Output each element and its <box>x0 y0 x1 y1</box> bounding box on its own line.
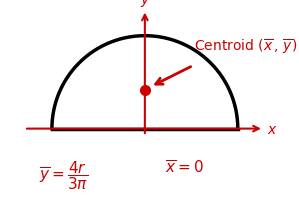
Text: Centroid $(\overline{x}\,,\,\overline{y})$: Centroid $(\overline{x}\,,\,\overline{y}… <box>194 38 298 57</box>
Text: y: y <box>141 0 149 7</box>
Text: x: x <box>268 122 276 136</box>
Text: $\overline{y} = \dfrac{4r}{3\pi}$: $\overline{y} = \dfrac{4r}{3\pi}$ <box>39 159 88 191</box>
Text: $\overline{x} = 0$: $\overline{x} = 0$ <box>164 159 203 176</box>
